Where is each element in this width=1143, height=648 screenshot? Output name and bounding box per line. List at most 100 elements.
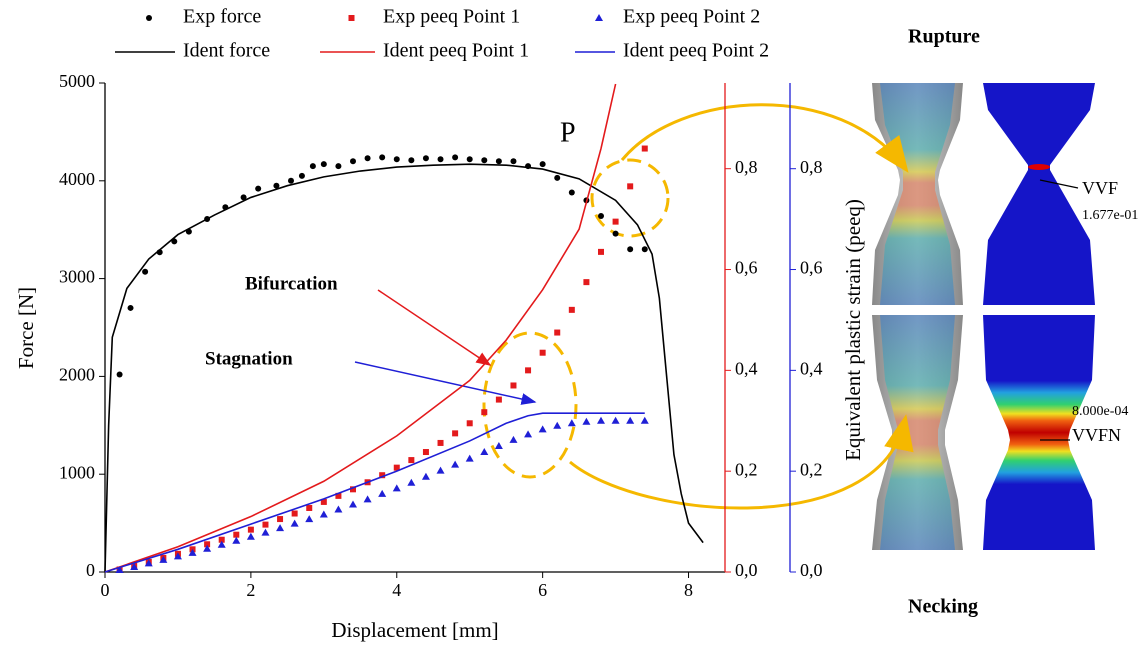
data-point xyxy=(305,515,313,522)
data-point xyxy=(569,190,575,196)
series-line xyxy=(105,413,645,572)
series-line xyxy=(105,164,703,572)
data-point xyxy=(641,417,649,424)
data-point xyxy=(554,330,560,336)
data-point xyxy=(598,213,604,219)
annotation: 8.000e-04 xyxy=(1072,404,1128,419)
y3-tick-label: 0,0 xyxy=(800,560,823,580)
x-tick-label: 6 xyxy=(538,580,547,600)
data-point xyxy=(261,529,269,536)
data-point xyxy=(540,350,546,356)
data-point xyxy=(277,516,283,522)
x-tick-label: 8 xyxy=(684,580,693,600)
chart: Displacement [mm] Force [N] Equivalent p… xyxy=(0,0,1143,648)
data-point xyxy=(539,425,547,432)
data-point xyxy=(335,163,341,169)
data-point xyxy=(393,484,401,491)
data-point xyxy=(525,367,531,373)
data-point xyxy=(262,522,268,528)
data-point xyxy=(568,419,576,426)
data-point xyxy=(423,449,429,455)
y3-tick-label: 0,2 xyxy=(800,459,823,479)
data-point xyxy=(496,397,502,403)
legend-label: Ident peeq Point 2 xyxy=(623,40,769,62)
data-point xyxy=(364,495,372,502)
data-point xyxy=(553,422,561,429)
data-point xyxy=(299,173,305,179)
annotation: Rupture xyxy=(908,26,980,48)
data-point xyxy=(320,511,328,518)
data-point xyxy=(582,418,590,425)
annotation: 1.677e-01 xyxy=(1082,208,1138,223)
y-tick-label: 3000 xyxy=(59,267,95,287)
data-point xyxy=(642,146,648,152)
y-tick-label: 0 xyxy=(86,560,95,580)
data-point xyxy=(248,527,254,533)
y2-tick-label: 0,8 xyxy=(735,157,758,177)
data-point xyxy=(142,269,148,275)
data-point xyxy=(422,473,430,480)
data-point xyxy=(480,448,488,455)
legend-label: Ident peeq Point 1 xyxy=(383,40,529,62)
annotation-arrow xyxy=(378,290,490,365)
data-point xyxy=(598,249,604,255)
data-point xyxy=(569,307,575,313)
data-point xyxy=(481,409,487,415)
data-point xyxy=(276,524,284,531)
data-point xyxy=(350,158,356,164)
data-point xyxy=(306,505,312,511)
data-point xyxy=(509,436,517,443)
data-point xyxy=(524,430,532,437)
y2-tick-label: 0,6 xyxy=(735,258,758,278)
legend-swatch xyxy=(595,14,603,21)
data-point xyxy=(613,231,619,237)
annotation: VVFN xyxy=(1072,425,1121,445)
data-point xyxy=(321,161,327,167)
annotation-arrow xyxy=(355,362,535,402)
legend-swatch xyxy=(146,15,152,21)
data-point xyxy=(423,155,429,161)
data-point xyxy=(117,371,123,377)
data-point xyxy=(379,154,385,160)
y2-tick-label: 0,2 xyxy=(735,459,758,479)
data-point xyxy=(451,461,459,468)
data-point xyxy=(613,219,619,225)
data-point xyxy=(554,175,560,181)
data-point xyxy=(291,520,299,527)
data-point xyxy=(247,533,255,540)
data-point xyxy=(540,161,546,167)
y3-tick-label: 0,6 xyxy=(800,258,823,278)
data-point xyxy=(642,246,648,252)
y-tick-label: 5000 xyxy=(59,71,95,91)
annotation: Stagnation xyxy=(205,348,293,369)
data-point xyxy=(452,430,458,436)
legend-label: Exp peeq Point 2 xyxy=(623,6,760,28)
data-point xyxy=(612,417,620,424)
legend-label: Exp force xyxy=(183,6,261,28)
data-point xyxy=(128,305,134,311)
annotation: P xyxy=(560,117,576,148)
data-point xyxy=(452,154,458,160)
data-point xyxy=(408,457,414,463)
data-point xyxy=(597,417,605,424)
data-point xyxy=(365,155,371,161)
y2-tick-label: 0,0 xyxy=(735,560,758,580)
data-point xyxy=(467,156,473,162)
data-point xyxy=(349,500,357,507)
data-point xyxy=(510,158,516,164)
data-point xyxy=(496,158,502,164)
y-axis-title: Force [N] xyxy=(14,287,38,369)
data-point xyxy=(407,479,415,486)
data-point xyxy=(255,186,261,192)
data-point xyxy=(232,537,240,544)
y3-tick-label: 0,4 xyxy=(800,358,823,378)
data-point xyxy=(495,442,503,449)
legend-label: Exp peeq Point 1 xyxy=(383,6,520,28)
x-tick-label: 2 xyxy=(246,580,255,600)
y3-axis-title: Equivalent plastic strain (peeq) xyxy=(841,199,865,461)
data-point xyxy=(466,455,474,462)
data-point xyxy=(627,183,633,189)
data-point xyxy=(583,279,589,285)
data-point xyxy=(394,156,400,162)
data-point xyxy=(408,157,414,163)
